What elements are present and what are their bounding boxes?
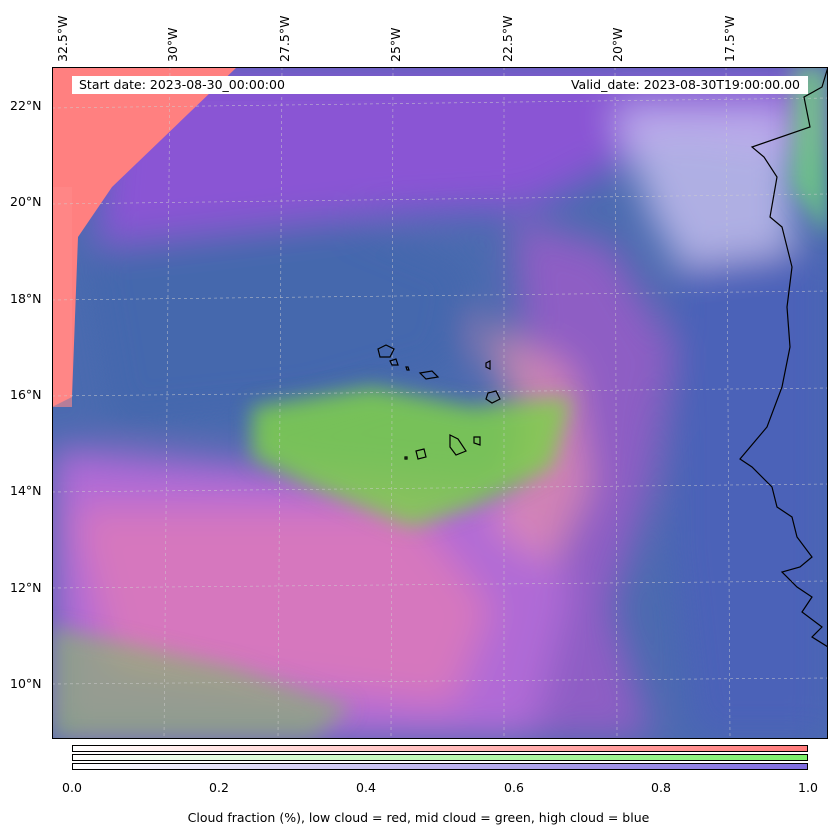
valid-date-label: Valid_date: 2023-08-30T19:00:00.00 [570,77,800,92]
cape-verde-islands [377,344,501,460]
colorbar-tick-0: 0.0 [62,780,82,795]
blue-interior [82,217,472,427]
lat-label-10n: 10°N [10,676,42,691]
east-blue [672,247,828,739]
colorbar-tick-0-2: 0.2 [209,780,229,795]
start-date-label: Start date: 2023-08-30_00:00:00 [79,77,285,92]
colorbar-low-red [72,745,808,752]
lat-label-12n: 12°N [10,580,42,595]
lon-label-32-5w: 32.5°W [55,15,70,62]
lat-label-14n: 14°N [10,483,42,498]
lon-label-30w: 30°W [165,27,180,62]
lat-label-16n: 16°N [10,387,42,402]
green-far-east [792,67,828,237]
lon-label-25w: 25°W [388,27,403,62]
lat-label-18n: 18°N [10,291,42,306]
colorbar-tick-0-4: 0.4 [356,780,376,795]
lon-label-27-5w: 27.5°W [277,15,292,62]
red-strip-left [52,187,72,407]
colorbar-tick-0-8: 0.8 [651,780,671,795]
colorbar-tick-0-6: 0.6 [504,780,524,795]
africa-coastline [739,67,828,648]
lat-label-20n: 20°N [10,194,42,209]
lon-label-22-5w: 22.5°W [500,15,515,62]
graticule [52,67,828,739]
lon-label-17-5w: 17.5°W [722,15,737,62]
cloud-fraction-map [52,67,828,739]
date-header: Start date: 2023-08-30_00:00:00 Valid_da… [72,76,808,94]
lon-label-20w: 20°W [610,27,625,62]
colorbar-high-blue [72,763,808,770]
lat-label-22n: 22°N [10,98,42,113]
colorbar-tick-1: 1.0 [798,780,818,795]
red-low-cloud-corner [52,67,237,407]
colorbar-label: Cloud fraction (%), low cloud = red, mid… [187,810,650,825]
green-cloud-patch [252,387,572,527]
colorbar-mid-green [72,754,808,761]
